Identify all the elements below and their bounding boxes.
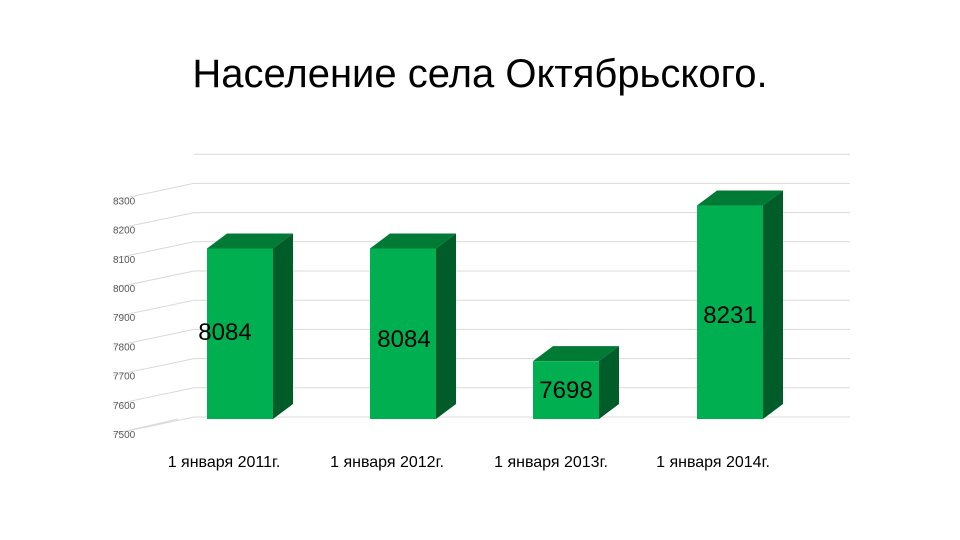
bar-front <box>207 248 273 419</box>
gridline <box>112 241 850 260</box>
x-category-label: 1 января 2014г. <box>656 454 770 471</box>
bar-side <box>273 233 293 419</box>
gridline <box>112 328 850 347</box>
bar-top <box>207 233 293 249</box>
data-label: 8231 <box>703 302 756 329</box>
bar-side <box>599 346 619 419</box>
y-tick-label: 8200 <box>113 226 136 237</box>
gridline <box>112 387 850 406</box>
bar <box>207 233 293 419</box>
x-category-label: 1 января 2012г. <box>330 454 444 471</box>
y-tick-label: 8000 <box>113 284 136 295</box>
bars <box>207 190 783 419</box>
y-tick-label: 7800 <box>113 342 136 353</box>
gridline <box>112 299 850 318</box>
bar-front <box>533 361 599 419</box>
bar-side <box>763 190 783 419</box>
y-tick-label: 7500 <box>113 430 136 441</box>
x-category-label: 1 января 2013г. <box>494 454 608 471</box>
y-tick-label: 7600 <box>113 401 136 412</box>
gridline <box>112 416 850 435</box>
bar-top <box>697 190 783 206</box>
gridlines <box>112 153 850 435</box>
data-label: 8084 <box>198 319 251 346</box>
data-labels: 8084 8084 7698 8231 <box>198 302 756 404</box>
gridline <box>112 212 850 231</box>
bar-top <box>533 346 619 362</box>
y-tick-label: 8100 <box>113 255 136 266</box>
bar-side <box>436 233 456 419</box>
x-axis-labels: 1 января 2011г. 1 января 2012г. 1 января 2… <box>168 454 770 471</box>
y-tick-label: 7900 <box>113 313 136 324</box>
bar <box>697 190 783 419</box>
bar <box>370 233 456 419</box>
y-tick-label: 7700 <box>113 372 136 383</box>
gridline <box>112 182 850 201</box>
x-category-label: 1 января 2011г. <box>168 454 281 471</box>
bar-front <box>697 205 763 419</box>
data-label: 7698 <box>539 377 592 404</box>
bar-front <box>370 248 436 419</box>
bar-top <box>370 233 456 249</box>
y-tick-label: 8300 <box>113 196 136 207</box>
y-axis-ticks: 7500 7600 7700 7800 7900 8000 8100 8200 8300 <box>113 196 136 441</box>
gridline <box>112 270 850 289</box>
gridline <box>112 358 850 377</box>
data-label: 8084 <box>377 326 430 353</box>
chart-title: Население села Октябрьского. <box>192 52 768 96</box>
bar <box>533 346 619 419</box>
